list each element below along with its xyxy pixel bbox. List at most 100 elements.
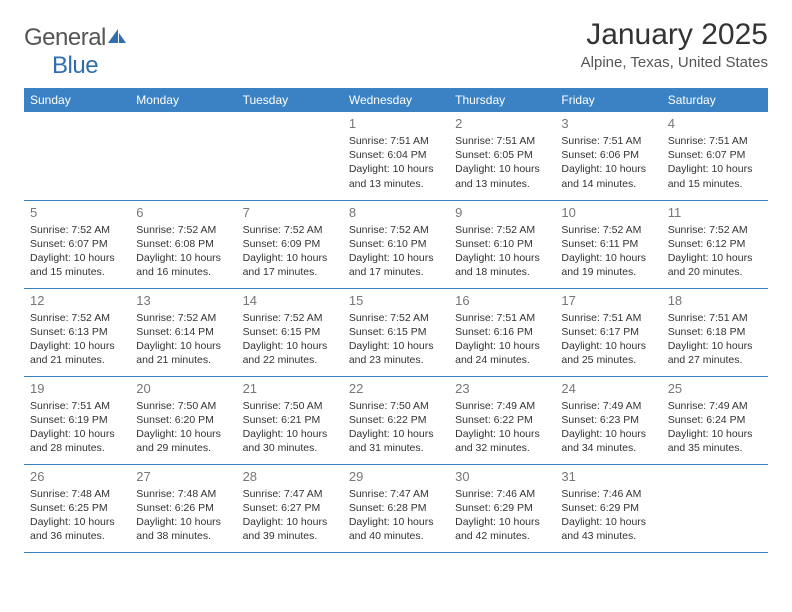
day-info: Sunrise: 7:49 AMSunset: 6:23 PMDaylight:… <box>561 399 655 456</box>
weekday-header: Thursday <box>449 88 555 112</box>
calendar-day-cell: 24 Sunrise: 7:49 AMSunset: 6:23 PMDayligh… <box>555 376 661 464</box>
weekday-header: Saturday <box>662 88 768 112</box>
calendar-day-cell: 11Sunrise: 7:52 AMSunset: 6:12 PMDayligh… <box>662 200 768 288</box>
calendar-empty-cell <box>237 112 343 200</box>
day-number: 5 <box>30 205 124 220</box>
day-number: 28 <box>243 469 337 484</box>
calendar-day-cell: 1 Sunrise: 7:51 AMSunset: 6:04 PMDaylight… <box>343 112 449 200</box>
day-info: Sunrise: 7:51 AMSunset: 6:16 PMDaylight:… <box>455 311 549 368</box>
calendar-day-cell: 22 Sunrise: 7:50 AMSunset: 6:22 PMDayligh… <box>343 376 449 464</box>
day-info: Sunrise: 7:51 AMSunset: 6:05 PMDaylight:… <box>455 134 549 191</box>
day-number: 3 <box>561 116 655 131</box>
calendar-day-cell: 15 Sunrise: 7:52 AMSunset: 6:15 PMDayligh… <box>343 288 449 376</box>
calendar-day-cell: 12 Sunrise: 7:52 AMSunset: 6:13 PMDayligh… <box>24 288 130 376</box>
day-info: Sunrise: 7:50 AMSunset: 6:20 PMDaylight:… <box>136 399 230 456</box>
day-number: 18 <box>668 293 762 308</box>
calendar-table: SundayMondayTuesdayWednesdayThursdayFrid… <box>24 88 768 553</box>
day-number: 17 <box>561 293 655 308</box>
day-info: Sunrise: 7:46 AMSunset: 6:29 PMDaylight:… <box>455 487 549 544</box>
calendar-day-cell: 26 Sunrise: 7:48 AMSunset: 6:25 PMDayligh… <box>24 464 130 552</box>
day-info: Sunrise: 7:48 AMSunset: 6:25 PMDaylight:… <box>30 487 124 544</box>
weekday-header: Wednesday <box>343 88 449 112</box>
day-number: 12 <box>30 293 124 308</box>
calendar-day-cell: 21Sunrise: 7:50 AMSunset: 6:21 PMDayligh… <box>237 376 343 464</box>
day-info: Sunrise: 7:50 AMSunset: 6:21 PMDaylight:… <box>243 399 337 456</box>
day-info: Sunrise: 7:52 AMSunset: 6:11 PMDaylight:… <box>561 223 655 280</box>
day-number: 31 <box>561 469 655 484</box>
day-info: Sunrise: 7:52 AMSunset: 6:13 PMDaylight:… <box>30 311 124 368</box>
calendar-day-cell: 28 Sunrise: 7:47 AMSunset: 6:27 PMDayligh… <box>237 464 343 552</box>
day-info: Sunrise: 7:52 AMSunset: 6:14 PMDaylight:… <box>136 311 230 368</box>
day-number: 24 <box>561 381 655 396</box>
calendar-day-cell: 13 Sunrise: 7:52 AMSunset: 6:14 PMDayligh… <box>130 288 236 376</box>
location: Alpine, Texas, United States <box>581 54 768 71</box>
day-number: 7 <box>243 205 337 220</box>
calendar-week-row: 26 Sunrise: 7:48 AMSunset: 6:25 PMDayligh… <box>24 464 768 552</box>
calendar-day-cell: 27Sunrise: 7:48 AMSunset: 6:26 PMDayligh… <box>130 464 236 552</box>
day-number: 10 <box>561 205 655 220</box>
calendar-head: SundayMondayTuesdayWednesdayThursdayFrid… <box>24 88 768 112</box>
day-number: 25 <box>668 381 762 396</box>
day-info: Sunrise: 7:52 AMSunset: 6:15 PMDaylight:… <box>349 311 443 368</box>
day-info: Sunrise: 7:52 AMSunset: 6:07 PMDaylight:… <box>30 223 124 280</box>
day-number: 6 <box>136 205 230 220</box>
calendar-body: 1 Sunrise: 7:51 AMSunset: 6:04 PMDaylight… <box>24 112 768 552</box>
calendar-day-cell: 14Sunrise: 7:52 AMSunset: 6:15 PMDayligh… <box>237 288 343 376</box>
day-info: Sunrise: 7:51 AMSunset: 6:04 PMDaylight:… <box>349 134 443 191</box>
calendar-day-cell: 10 Sunrise: 7:52 AMSunset: 6:11 PMDayligh… <box>555 200 661 288</box>
calendar-day-cell: 19 Sunrise: 7:51 AMSunset: 6:19 PMDayligh… <box>24 376 130 464</box>
day-info: Sunrise: 7:47 AMSunset: 6:27 PMDaylight:… <box>243 487 337 544</box>
calendar-empty-cell <box>24 112 130 200</box>
day-info: Sunrise: 7:51 AMSunset: 6:19 PMDaylight:… <box>30 399 124 456</box>
day-info: Sunrise: 7:50 AMSunset: 6:22 PMDaylight:… <box>349 399 443 456</box>
day-number: 4 <box>668 116 762 131</box>
day-info: Sunrise: 7:47 AMSunset: 6:28 PMDaylight:… <box>349 487 443 544</box>
calendar-day-cell: 7 Sunrise: 7:52 AMSunset: 6:09 PMDaylight… <box>237 200 343 288</box>
weekday-header: Sunday <box>24 88 130 112</box>
day-number: 1 <box>349 116 443 131</box>
day-number: 15 <box>349 293 443 308</box>
calendar-day-cell: 6 Sunrise: 7:52 AMSunset: 6:08 PMDaylight… <box>130 200 236 288</box>
calendar-day-cell: 20Sunrise: 7:50 AMSunset: 6:20 PMDayligh… <box>130 376 236 464</box>
day-number: 14 <box>243 293 337 308</box>
day-info: Sunrise: 7:52 AMSunset: 6:09 PMDaylight:… <box>243 223 337 280</box>
day-info: Sunrise: 7:52 AMSunset: 6:12 PMDaylight:… <box>668 223 762 280</box>
day-number: 2 <box>455 116 549 131</box>
calendar-day-cell: 31 Sunrise: 7:46 AMSunset: 6:29 PMDayligh… <box>555 464 661 552</box>
day-info: Sunrise: 7:51 AMSunset: 6:17 PMDaylight:… <box>561 311 655 368</box>
month-title: January 2025 <box>581 18 768 52</box>
day-number: 19 <box>30 381 124 396</box>
calendar-day-cell: 3Sunrise: 7:51 AMSunset: 6:06 PMDaylight… <box>555 112 661 200</box>
calendar-day-cell: 4Sunrise: 7:51 AMSunset: 6:07 PMDaylight… <box>662 112 768 200</box>
calendar-day-cell: 2 Sunrise: 7:51 AMSunset: 6:05 PMDaylight… <box>449 112 555 200</box>
day-number: 22 <box>349 381 443 396</box>
logo-sail-icon <box>106 24 128 52</box>
day-info: Sunrise: 7:52 AMSunset: 6:08 PMDaylight:… <box>136 223 230 280</box>
calendar-week-row: 5 Sunrise: 7:52 AMSunset: 6:07 PMDaylight… <box>24 200 768 288</box>
day-info: Sunrise: 7:49 AMSunset: 6:22 PMDaylight:… <box>455 399 549 456</box>
day-number: 26 <box>30 469 124 484</box>
day-number: 29 <box>349 469 443 484</box>
calendar-week-row: 19 Sunrise: 7:51 AMSunset: 6:19 PMDayligh… <box>24 376 768 464</box>
calendar-day-cell: 30 Sunrise: 7:46 AMSunset: 6:29 PMDayligh… <box>449 464 555 552</box>
calendar-week-row: 12 Sunrise: 7:52 AMSunset: 6:13 PMDayligh… <box>24 288 768 376</box>
day-info: Sunrise: 7:46 AMSunset: 6:29 PMDaylight:… <box>561 487 655 544</box>
day-info: Sunrise: 7:52 AMSunset: 6:10 PMDaylight:… <box>349 223 443 280</box>
header: GeneralBlue January 2025 Alpine, Texas, … <box>24 18 768 80</box>
day-info: Sunrise: 7:51 AMSunset: 6:18 PMDaylight:… <box>668 311 762 368</box>
day-number: 30 <box>455 469 549 484</box>
calendar-day-cell: 23Sunrise: 7:49 AMSunset: 6:22 PMDayligh… <box>449 376 555 464</box>
day-number: 9 <box>455 205 549 220</box>
title-block: January 2025 Alpine, Texas, United State… <box>581 18 768 71</box>
calendar-empty-cell <box>662 464 768 552</box>
calendar-day-cell: 5 Sunrise: 7:52 AMSunset: 6:07 PMDaylight… <box>24 200 130 288</box>
calendar-day-cell: 16 Sunrise: 7:51 AMSunset: 6:16 PMDayligh… <box>449 288 555 376</box>
logo-text-general: General <box>24 24 106 51</box>
calendar-week-row: 1 Sunrise: 7:51 AMSunset: 6:04 PMDaylight… <box>24 112 768 200</box>
day-info: Sunrise: 7:52 AMSunset: 6:10 PMDaylight:… <box>455 223 549 280</box>
calendar-empty-cell <box>130 112 236 200</box>
calendar-day-cell: 18 Sunrise: 7:51 AMSunset: 6:18 PMDayligh… <box>662 288 768 376</box>
day-number: 16 <box>455 293 549 308</box>
day-number: 13 <box>136 293 230 308</box>
calendar-day-cell: 25Sunrise: 7:49 AMSunset: 6:24 PMDayligh… <box>662 376 768 464</box>
